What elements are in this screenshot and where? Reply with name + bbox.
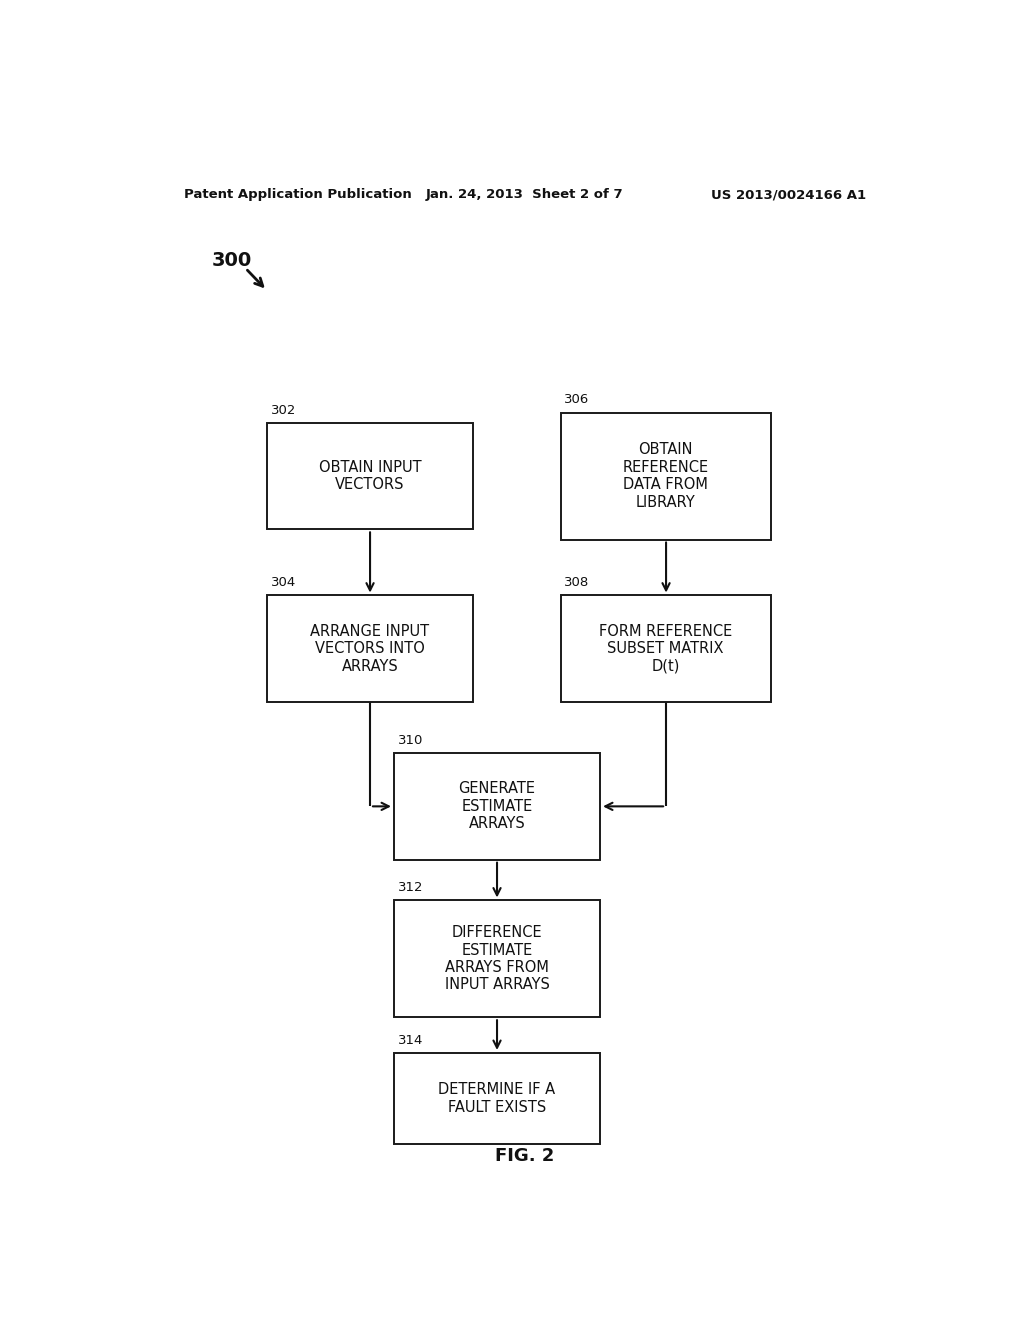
Text: 300: 300	[211, 251, 252, 269]
Text: FORM REFERENCE
SUBSET MATRIX
D(t): FORM REFERENCE SUBSET MATRIX D(t)	[599, 624, 732, 673]
Text: 304: 304	[270, 577, 296, 589]
Text: 308: 308	[564, 577, 590, 589]
Text: Patent Application Publication: Patent Application Publication	[183, 189, 412, 202]
Text: Jan. 24, 2013  Sheet 2 of 7: Jan. 24, 2013 Sheet 2 of 7	[426, 189, 624, 202]
Text: GENERATE
ESTIMATE
ARRAYS: GENERATE ESTIMATE ARRAYS	[459, 781, 536, 832]
Text: OBTAIN INPUT
VECTORS: OBTAIN INPUT VECTORS	[318, 459, 421, 492]
Text: 312: 312	[397, 882, 423, 894]
Text: DETERMINE IF A
FAULT EXISTS: DETERMINE IF A FAULT EXISTS	[438, 1082, 556, 1115]
Text: FIG. 2: FIG. 2	[496, 1147, 554, 1164]
FancyBboxPatch shape	[394, 752, 600, 859]
FancyBboxPatch shape	[267, 422, 473, 529]
Text: OBTAIN
REFERENCE
DATA FROM
LIBRARY: OBTAIN REFERENCE DATA FROM LIBRARY	[623, 442, 709, 510]
Text: 306: 306	[564, 393, 590, 407]
Text: DIFFERENCE
ESTIMATE
ARRAYS FROM
INPUT ARRAYS: DIFFERENCE ESTIMATE ARRAYS FROM INPUT AR…	[444, 925, 550, 993]
FancyBboxPatch shape	[560, 412, 771, 540]
FancyBboxPatch shape	[267, 595, 473, 702]
FancyBboxPatch shape	[394, 900, 600, 1018]
Text: 310: 310	[397, 734, 423, 747]
Text: US 2013/0024166 A1: US 2013/0024166 A1	[711, 189, 866, 202]
Text: ARRANGE INPUT
VECTORS INTO
ARRAYS: ARRANGE INPUT VECTORS INTO ARRAYS	[310, 624, 430, 673]
FancyBboxPatch shape	[394, 1053, 600, 1144]
Text: 314: 314	[397, 1034, 423, 1047]
Text: 302: 302	[270, 404, 296, 417]
FancyBboxPatch shape	[560, 595, 771, 702]
